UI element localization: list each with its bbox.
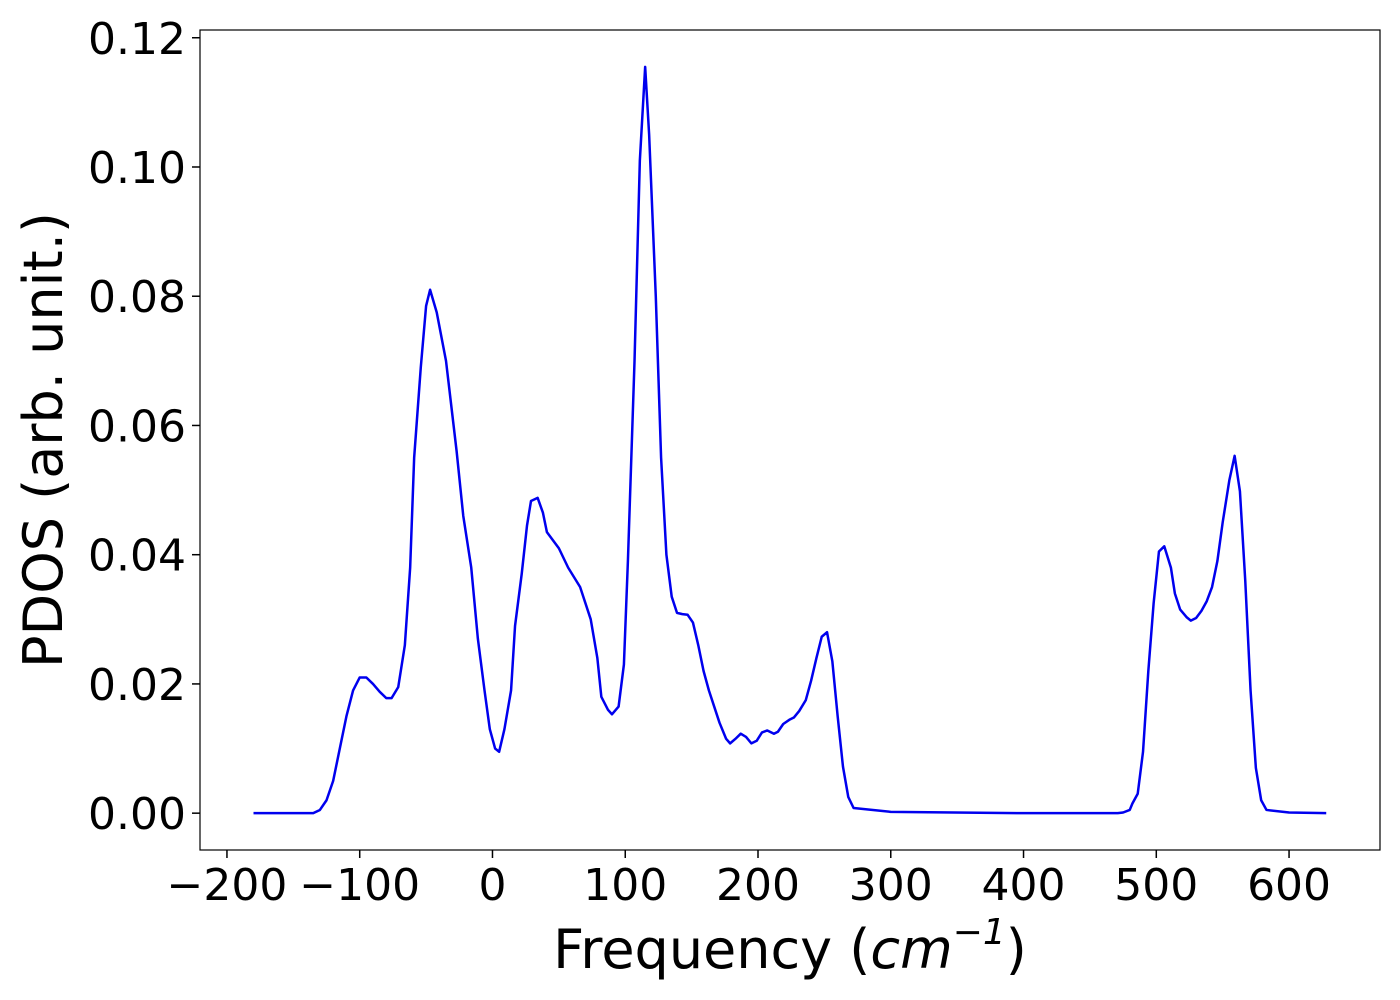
x-tick-label: 500 <box>1114 860 1198 911</box>
data-line <box>253 65 1327 815</box>
x-tick-label: −200 <box>167 860 288 911</box>
y-tick-label: 0.12 <box>88 14 186 65</box>
x-tick-label: −100 <box>299 860 420 911</box>
plot-frame <box>199 29 1381 851</box>
y-tick-label: 0.06 <box>88 401 186 452</box>
x-label-exponent: −1 <box>953 912 1006 953</box>
x-label-text: Frequency ( <box>553 918 870 981</box>
x-tick-label: 300 <box>849 860 933 911</box>
y-tick-label: 0.04 <box>88 531 186 582</box>
y-tick-label: 0.02 <box>88 660 186 711</box>
x-tick-label: 600 <box>1247 860 1331 911</box>
x-tick-label: 100 <box>583 860 667 911</box>
x-label-close: ) <box>1006 918 1027 981</box>
y-tick-label: 0.00 <box>88 789 186 840</box>
x-tick-label: 400 <box>982 860 1066 911</box>
y-tick-label: 0.08 <box>88 272 186 323</box>
x-tick-label: 0 <box>478 860 506 911</box>
x-axis-label: Frequency (cm−1) <box>553 912 1027 981</box>
y-axis-label: PDOS (arb. unit.) <box>12 212 75 668</box>
x-label-unit: cm <box>870 918 952 981</box>
x-tick-label: 200 <box>716 860 800 911</box>
y-tick-label: 0.10 <box>88 143 186 194</box>
